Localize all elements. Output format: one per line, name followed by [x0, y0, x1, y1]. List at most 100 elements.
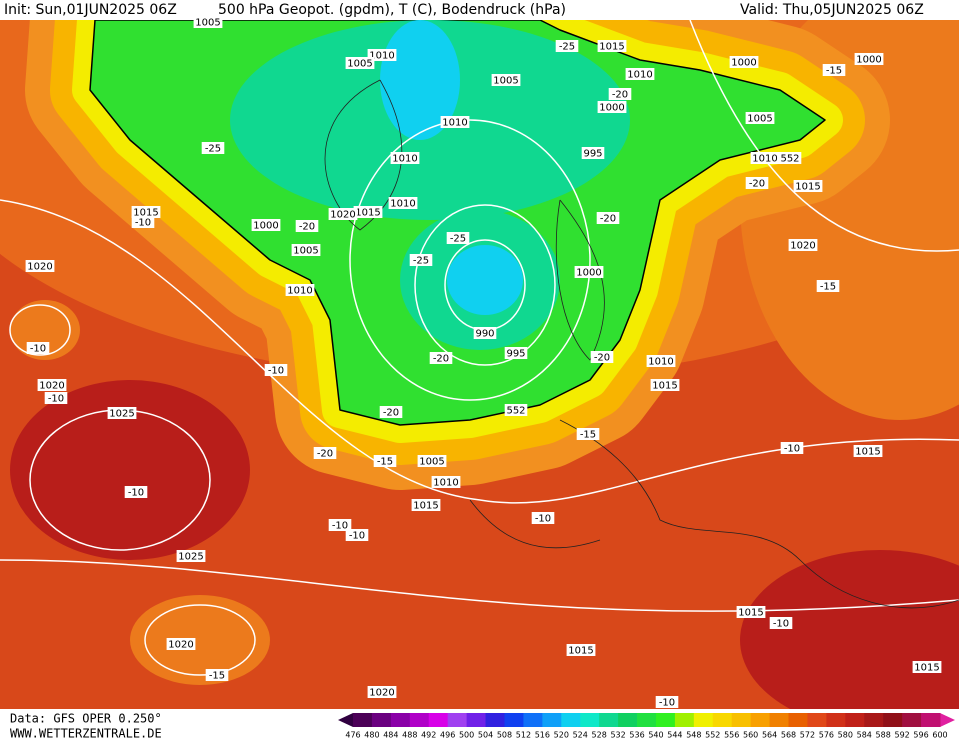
site: WWW.WETTERZENTRALE.DE [10, 727, 162, 741]
colorbar-label: 528 [592, 731, 607, 740]
label-box [285, 284, 315, 296]
map-label: 995 [583, 149, 602, 160]
colorbar-label: 476 [345, 731, 360, 740]
map-label: 1005 [347, 59, 372, 70]
map-label: 1020 [39, 381, 64, 392]
colorbar-label: 596 [913, 731, 928, 740]
label-box [44, 392, 68, 404]
label-box [597, 101, 627, 113]
label-box [745, 112, 775, 124]
map-label: 1020 [330, 210, 355, 221]
label-box [131, 206, 161, 218]
map-label: 1020 [369, 688, 394, 699]
map-label: -25 [559, 42, 575, 53]
colorbar-label: 524 [573, 731, 588, 740]
label-box [193, 16, 223, 28]
colorbar-label: 484 [383, 731, 398, 740]
colorbar-box [788, 713, 808, 727]
colorbar-box [466, 713, 487, 727]
map-label: -20 [383, 408, 399, 419]
colorbar-label: 580 [838, 731, 853, 740]
colorbar-box [750, 713, 771, 727]
colorbar-low [338, 713, 353, 727]
map-label: -10 [535, 514, 551, 525]
colorbar-box [428, 713, 449, 727]
label-box [816, 280, 840, 292]
colorbar-box [542, 713, 562, 727]
colorbar-label: 560 [743, 731, 758, 740]
map-label: -10 [784, 444, 800, 455]
map-label: -15 [209, 671, 225, 682]
map-label: 990 [475, 329, 494, 340]
colorbar-box [864, 713, 884, 727]
label-box [345, 57, 375, 69]
map-label: -25 [205, 144, 221, 155]
map-label: 1005 [747, 114, 772, 125]
label-box [625, 68, 655, 80]
colorbar-label: 540 [648, 731, 663, 740]
map-title: 500 hPa Geopot. (gpdm), T (C), Bodendruc… [218, 2, 566, 18]
label-box [574, 266, 604, 278]
map-label: 1020 [27, 262, 52, 273]
map-label: 1015 [738, 608, 763, 619]
map-label: -20 [594, 353, 610, 364]
colorbar-box [523, 713, 543, 727]
label-box [596, 212, 620, 224]
colorbar-label: 500 [459, 731, 474, 740]
label-box [353, 206, 383, 218]
label-box [473, 327, 497, 339]
colorbar-box [485, 713, 505, 727]
data-source: Data: GFS OPER 0.250° [10, 712, 162, 726]
colorbar-box [921, 713, 941, 727]
map-label: -10 [268, 366, 284, 377]
map-label: 1015 [355, 208, 380, 219]
label-box [166, 638, 196, 650]
label-box [251, 219, 281, 231]
label-box [750, 152, 780, 164]
label-box [431, 476, 461, 488]
colorbar-label: 576 [819, 731, 834, 740]
label-box [205, 669, 229, 681]
label-box [650, 379, 680, 391]
label-box [504, 347, 528, 359]
map-label: -10 [128, 488, 144, 499]
colorbar-box [447, 713, 468, 727]
label-box [446, 232, 470, 244]
colorbar-box [674, 713, 695, 727]
colorbar-box [561, 713, 581, 727]
valid-time: Valid: Thu,05JUN2025 06Z [740, 2, 924, 18]
colorbar-box [371, 713, 392, 727]
map-label: 1025 [109, 409, 134, 420]
map-label: -20 [612, 90, 628, 101]
label-box [409, 254, 433, 266]
label-box [912, 661, 942, 673]
colorbar-label: 508 [497, 731, 512, 740]
label-box [555, 40, 579, 52]
label-box [788, 239, 818, 251]
colorbar-label: 592 [894, 731, 909, 740]
map-label: -10 [30, 344, 46, 355]
colorbar-label: 512 [516, 731, 531, 740]
colorbar-label: 532 [610, 731, 625, 740]
map-label: 1015 [413, 501, 438, 512]
map-label: -10 [48, 394, 64, 405]
map-label: 1000 [731, 58, 756, 69]
label-box [345, 529, 369, 541]
label-box [793, 180, 823, 192]
colorbar-box [731, 713, 752, 727]
colorbar-label: 520 [554, 731, 569, 740]
colorbar-label: 584 [857, 731, 872, 740]
map-label: 1005 [419, 457, 444, 468]
label-box [780, 442, 804, 454]
label-box [504, 404, 528, 416]
map-label: -15 [580, 430, 596, 441]
label-box [107, 407, 137, 419]
colorbar-box [618, 713, 638, 727]
colorbar-box [599, 713, 619, 727]
label-box [853, 445, 883, 457]
label-box [390, 152, 420, 164]
map-label: -25 [450, 234, 466, 245]
map-label: -25 [413, 256, 429, 267]
colorbar-box [580, 713, 600, 727]
